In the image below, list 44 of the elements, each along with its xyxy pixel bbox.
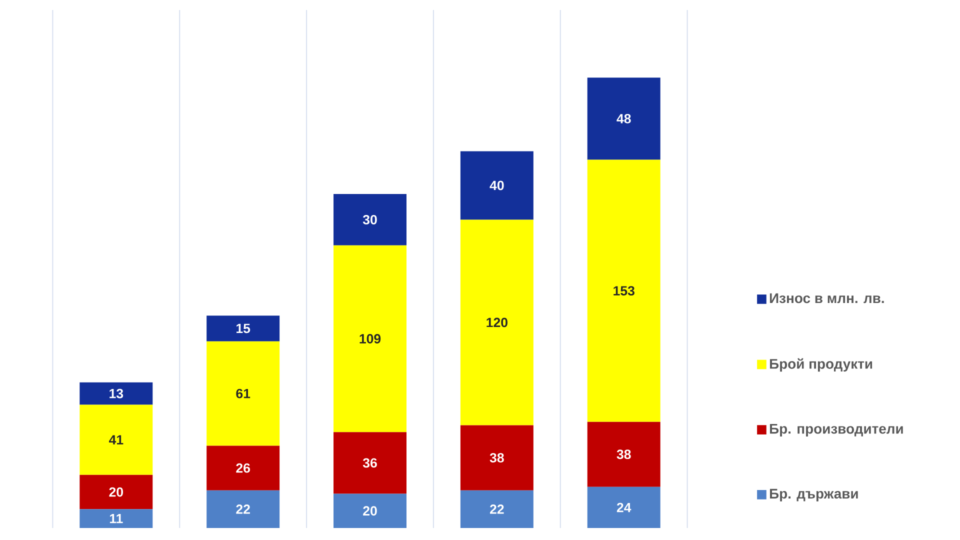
bar	[206, 316, 280, 342]
data-label: 38	[616, 450, 631, 460]
legend-label: Износ в млн. лв.	[770, 293, 884, 304]
data-label: 22	[236, 504, 250, 514]
bar	[460, 220, 534, 426]
bar	[587, 422, 660, 487]
data-label: 41	[108, 435, 124, 444]
bar	[334, 494, 406, 528]
data-label: 22	[490, 504, 504, 514]
bar	[80, 474, 153, 510]
bar	[80, 382, 153, 405]
data-label: 30	[362, 215, 377, 224]
data-label: 11	[110, 514, 123, 524]
data-label: 120	[486, 318, 508, 328]
data-label: 20	[363, 506, 377, 516]
bar	[80, 404, 153, 475]
legend-label: Брой продукти	[770, 358, 872, 372]
data-label: 26	[236, 463, 250, 473]
bar	[587, 486, 660, 528]
bar	[460, 151, 534, 220]
bar	[334, 194, 406, 246]
bar	[206, 446, 280, 490]
data-label: 20	[109, 487, 124, 497]
data-label: 153	[614, 286, 634, 296]
data-label: 61	[236, 388, 250, 398]
bar	[206, 341, 280, 446]
data-label: 24	[616, 502, 632, 512]
bar	[587, 78, 660, 160]
bar	[80, 509, 153, 528]
data-label: 36	[362, 458, 377, 468]
data-label: 38	[490, 453, 504, 462]
data-label: 109	[360, 334, 381, 344]
bar	[334, 245, 406, 432]
data-label: 40	[490, 180, 504, 190]
data-label: 13	[110, 388, 124, 398]
bar	[206, 490, 280, 528]
bar	[334, 432, 406, 494]
bar	[460, 490, 534, 528]
bar	[460, 425, 534, 490]
legend-label: Бр. производители	[770, 424, 903, 436]
bar	[587, 160, 660, 422]
legend-label: Бр. държави	[770, 488, 858, 502]
data-label: 48	[616, 114, 631, 124]
data-label: 15	[236, 324, 250, 334]
